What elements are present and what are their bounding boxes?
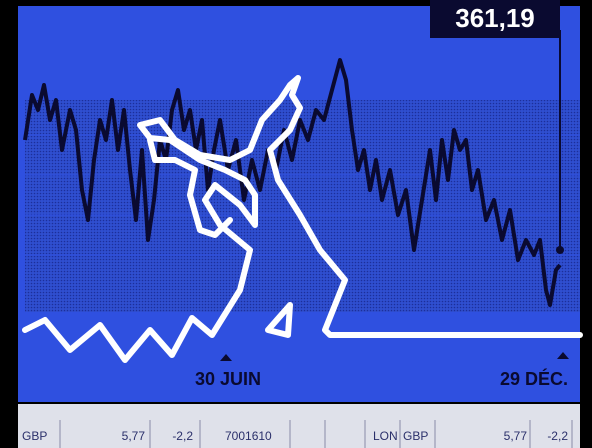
date-label: 30 JUIN (195, 369, 261, 389)
ticker-strip (18, 404, 580, 448)
ticker-cell: LON (373, 429, 398, 443)
date-label: 29 DÉC. (500, 368, 568, 389)
marker-june (220, 354, 232, 361)
price-box (430, 0, 560, 38)
price: 361,19 (455, 3, 535, 33)
ticker-cell: 5,77 (504, 429, 528, 443)
ticker-cell: 5,77 (122, 429, 146, 443)
ticker-cell: -2,2 (172, 429, 193, 443)
ticker-dividers (59, 420, 573, 448)
price-dot (556, 246, 564, 254)
price-line (23, 58, 562, 307)
ticker-cell: -2,2 (547, 429, 568, 443)
marker-dec (557, 352, 569, 359)
dancing-figure (22, 75, 583, 363)
ticker-cell: GBP (22, 429, 47, 443)
ticker-cell: 7001610 (225, 429, 272, 443)
ticker-cell: GBP (403, 429, 428, 443)
